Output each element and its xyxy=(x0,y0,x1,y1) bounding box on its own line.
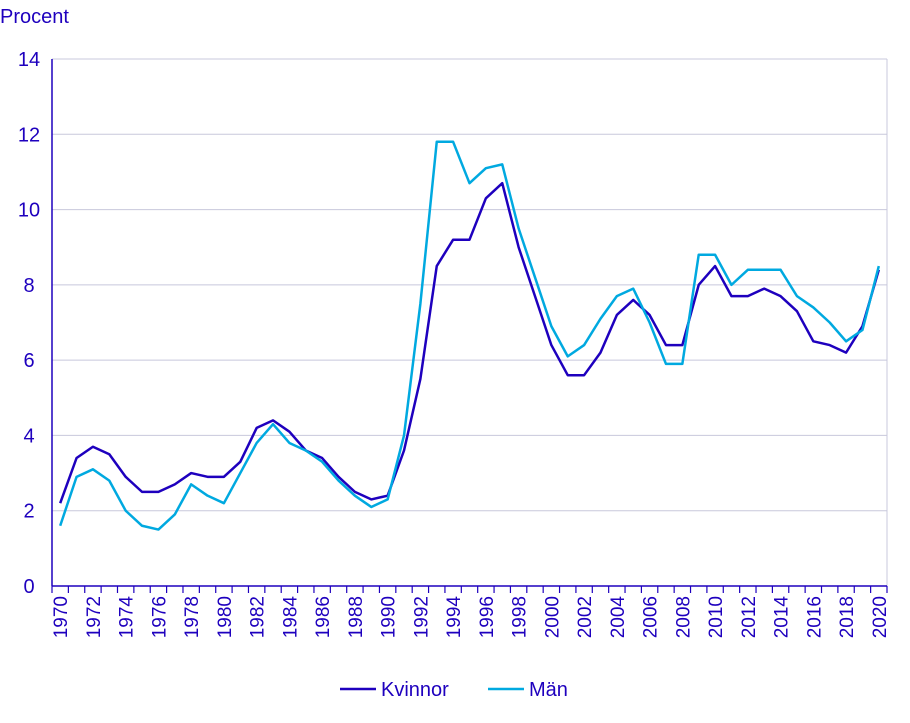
x-tick-label: 2002 xyxy=(575,596,596,638)
x-tick-label: 1986 xyxy=(313,596,334,638)
y-tick-labels: 0 2 4 6 8 10 12 14 xyxy=(18,49,40,598)
y-tick-label: 4 xyxy=(23,425,34,447)
x-tick-label: 2004 xyxy=(608,596,629,639)
x-tick-label: 1994 xyxy=(444,596,465,639)
x-tick-labels: 1970 1972 1974 1976 1978 1980 1982 1984 1986 1988… xyxy=(51,596,891,639)
grid xyxy=(52,58,888,586)
x-tick-label: 1998 xyxy=(510,596,531,638)
y-tick-label: 0 xyxy=(23,576,34,598)
x-tick-label: 1992 xyxy=(411,596,432,638)
y-tick-label: 8 xyxy=(23,275,34,297)
y-tick-label: 2 xyxy=(23,501,34,523)
legend-label: Kvinnor xyxy=(381,679,449,701)
x-tick-label: 1972 xyxy=(84,596,105,638)
x-tick-label: 2018 xyxy=(837,596,858,638)
series-line-1 xyxy=(59,140,881,531)
x-tick-label: 1982 xyxy=(248,596,269,638)
axes xyxy=(51,59,888,593)
x-tick-label: 1976 xyxy=(149,596,170,638)
x-tick-label: 2006 xyxy=(641,596,662,638)
y-tick-label: 6 xyxy=(23,350,34,372)
x-tick-label: 2010 xyxy=(706,596,727,638)
x-tick-label: 2000 xyxy=(542,596,563,638)
y-tick-label: 14 xyxy=(18,49,40,71)
x-tick-label: 2012 xyxy=(739,596,760,638)
x-tick-label: 2016 xyxy=(804,596,825,638)
series-lines xyxy=(59,140,881,531)
x-tick-label: 1996 xyxy=(477,596,498,638)
x-tick-label: 2014 xyxy=(772,596,793,639)
x-tick-label: 1974 xyxy=(117,596,138,639)
x-tick-label: 1988 xyxy=(346,596,367,638)
series-line-0 xyxy=(59,181,881,504)
x-tick-label: 1970 xyxy=(51,596,72,638)
y-tick-label: 10 xyxy=(18,200,40,222)
x-tick-label: 1984 xyxy=(280,596,301,639)
x-tick-label: 2008 xyxy=(673,596,694,638)
x-tick-label: 1990 xyxy=(379,596,400,638)
legend: Kvinnor Män xyxy=(340,679,568,701)
legend-label: Män xyxy=(529,679,568,701)
y-tick-label: 12 xyxy=(18,124,40,146)
x-tick-label: 2020 xyxy=(870,596,891,638)
x-tick-label: 1978 xyxy=(182,596,203,638)
y-axis-title: Procent xyxy=(0,6,69,28)
x-tick-label: 1980 xyxy=(215,596,236,638)
